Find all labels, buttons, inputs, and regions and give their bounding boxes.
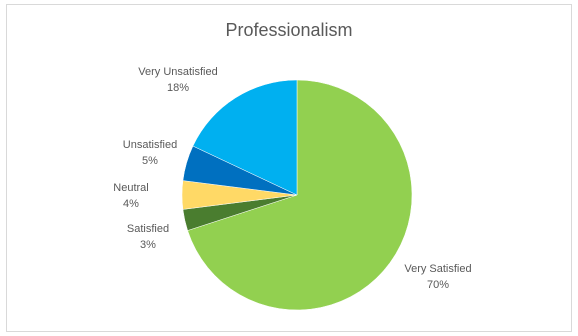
- data-label-unsatisfied-percent: 5%: [142, 155, 158, 167]
- data-label-satisfied-percent: 3%: [140, 239, 156, 251]
- data-label-very-unsatisfied-percent: 18%: [167, 82, 189, 94]
- pie-slices: [181, 79, 413, 311]
- data-label-neutral-percent: 4%: [123, 198, 139, 210]
- data-label-very-satisfied-percent: 70%: [427, 279, 449, 291]
- pie-data-labels: Very Satisfied 70% Satisfied 3% Neutral …: [113, 66, 471, 291]
- data-label-satisfied-category: Satisfied: [127, 223, 169, 235]
- data-label-very-unsatisfied-category: Very Unsatisfied: [138, 66, 217, 78]
- data-label-unsatisfied-category: Unsatisfied: [123, 139, 177, 151]
- chart-title: Professionalism: [225, 20, 353, 40]
- pie-slice-very-unsatisfied: [192, 79, 298, 196]
- data-label-very-satisfied-category: Very Satisfied: [404, 263, 471, 275]
- pie-slice-very-satisfied: [187, 79, 413, 311]
- data-label-neutral-category: Neutral: [113, 182, 148, 194]
